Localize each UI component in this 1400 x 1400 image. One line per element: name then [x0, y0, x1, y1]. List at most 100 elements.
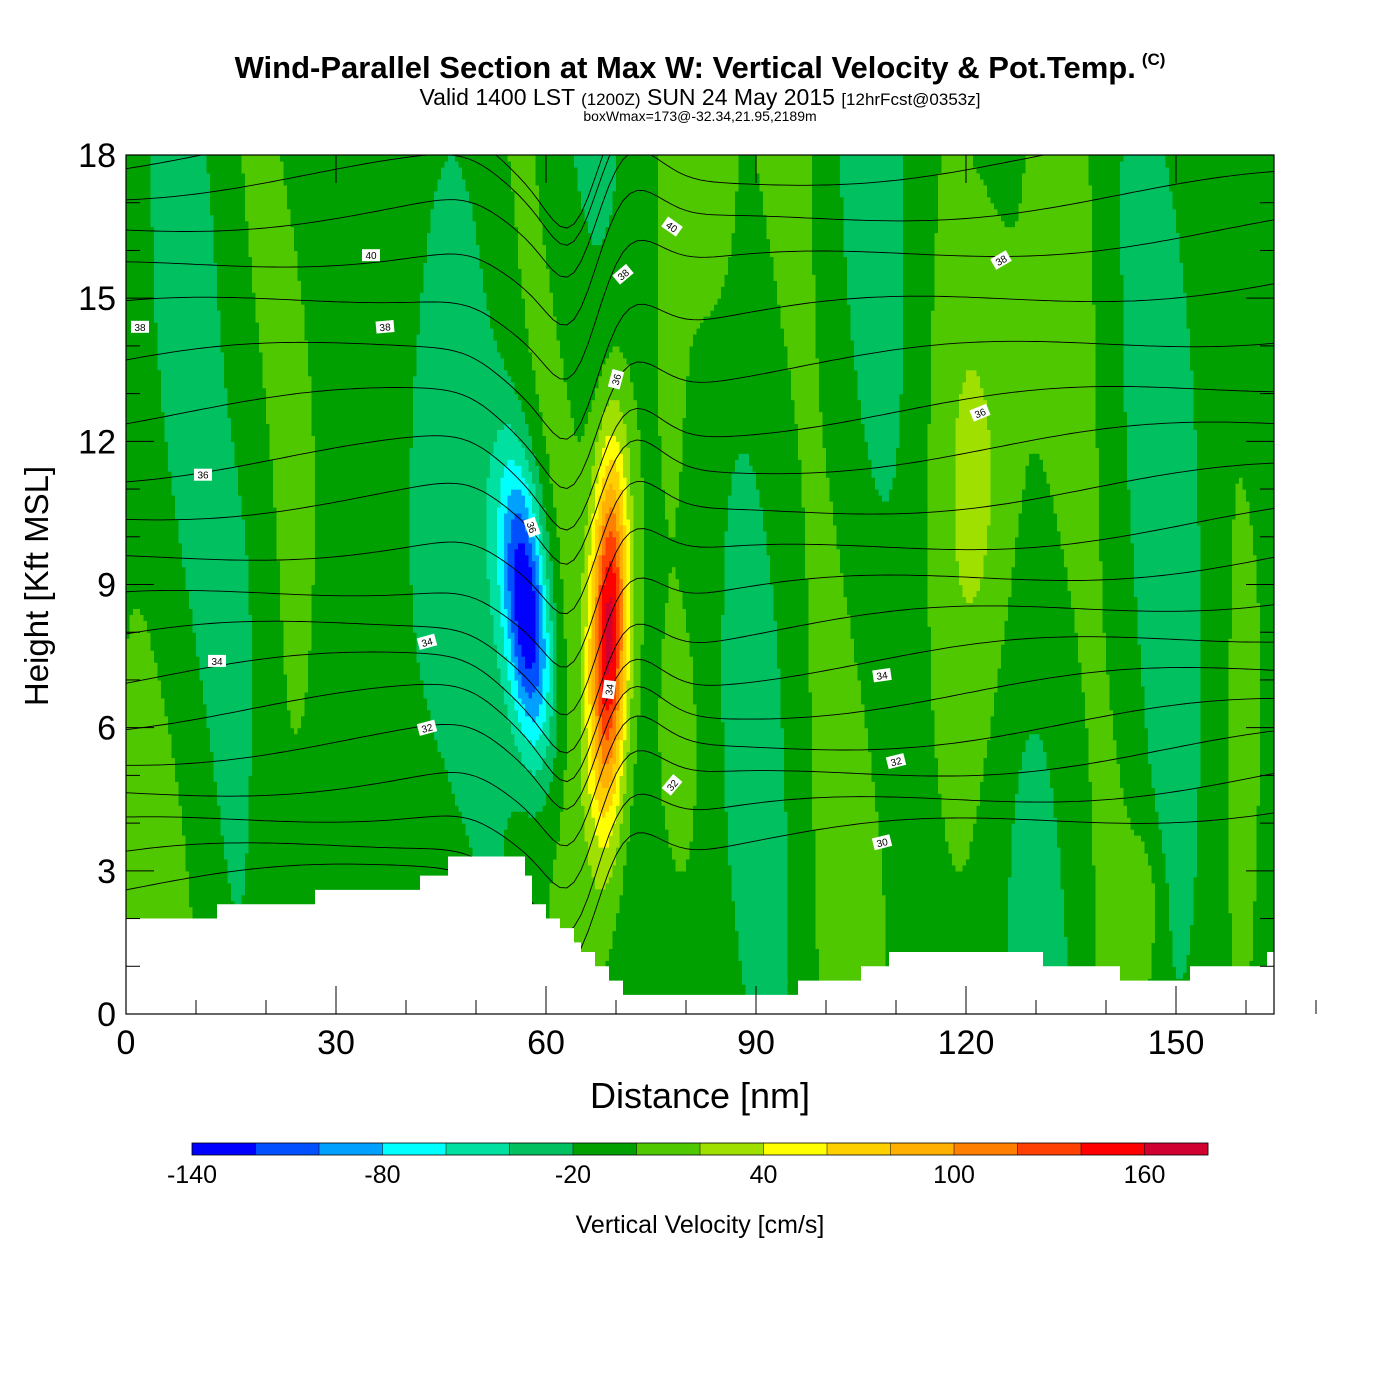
field-cell: [130, 835, 134, 842]
field-cell: [140, 155, 144, 162]
field-cell: [144, 638, 148, 645]
field-cell: [126, 471, 130, 478]
field-cell: [137, 441, 141, 448]
field-cell: [137, 543, 141, 550]
field-cell: [126, 692, 130, 699]
field-cell: [140, 203, 144, 210]
field-cell: [144, 877, 148, 884]
field-cell: [137, 507, 141, 514]
field-cell: [126, 638, 130, 645]
field-cell: [147, 620, 151, 627]
field-cell: [133, 471, 137, 478]
field-cell: [140, 835, 144, 842]
field-cell: [137, 692, 141, 699]
field-cell: [140, 501, 144, 508]
field-cell: [126, 310, 130, 317]
field-cell: [137, 274, 141, 281]
field-cell: [133, 334, 137, 341]
field-cell: [130, 638, 134, 645]
field-cell: [144, 626, 148, 633]
field-cell: [144, 310, 148, 317]
field-cell: [130, 907, 134, 914]
field-cell: [140, 459, 144, 466]
field-cell: [137, 734, 141, 741]
field-cell: [126, 793, 130, 800]
field-cell: [140, 889, 144, 896]
field-cell: [144, 191, 148, 198]
field-cell: [133, 877, 137, 884]
field-cell: [130, 262, 134, 269]
field-cell: [147, 835, 151, 842]
field-cell: [140, 382, 144, 389]
field-cell: [133, 221, 137, 228]
field-cell: [140, 763, 144, 770]
field-cell: [147, 638, 151, 645]
field-cell: [130, 179, 134, 186]
field-cell: [147, 674, 151, 681]
field-cell: [130, 781, 134, 788]
field-cell: [137, 614, 141, 621]
field-cell: [133, 352, 137, 359]
field-cell: [147, 602, 151, 609]
field-cell: [147, 734, 151, 741]
field-cell: [137, 608, 141, 615]
field-cell: [144, 585, 148, 592]
field-cell: [133, 698, 137, 705]
field-cell: [130, 704, 134, 711]
field-cell: [140, 757, 144, 764]
field-cell: [130, 716, 134, 723]
field-cell: [144, 871, 148, 878]
field-cell: [126, 352, 130, 359]
field-cell: [126, 847, 130, 854]
field-cell: [133, 489, 137, 496]
field-cell: [144, 573, 148, 580]
field-cell: [137, 805, 141, 812]
field-cell: [144, 698, 148, 705]
field-cell: [126, 221, 130, 228]
field-cell: [126, 686, 130, 693]
field-cell: [126, 394, 130, 401]
field-cell: [126, 173, 130, 180]
field-cell: [126, 704, 130, 711]
field-cell: [147, 895, 151, 902]
field-cell: [144, 388, 148, 395]
field-cell: [144, 406, 148, 413]
field-cell: [140, 429, 144, 436]
field-cell: [140, 525, 144, 532]
field-cell: [144, 555, 148, 562]
field-cell: [130, 561, 134, 568]
field-cell: [140, 853, 144, 860]
field-cell: [133, 453, 137, 460]
field-cell: [147, 680, 151, 687]
field-cell: [144, 907, 148, 914]
field-cell: [137, 632, 141, 639]
field-cell: [147, 877, 151, 884]
field-cell: [133, 805, 137, 812]
field-cell: [144, 376, 148, 383]
field-cell: [140, 310, 144, 317]
field-cell: [144, 465, 148, 472]
field-cell: [130, 173, 134, 180]
field-cell: [147, 710, 151, 717]
field-cell: [126, 757, 130, 764]
field-cell: [140, 268, 144, 275]
field-cell: [133, 346, 137, 353]
field-cell: [144, 250, 148, 257]
field-cell: [137, 752, 141, 759]
field-cell: [144, 286, 148, 293]
field-cell: [137, 429, 141, 436]
field-cell: [133, 596, 137, 603]
field-cell: [137, 853, 141, 860]
field-cell: [147, 728, 151, 735]
field-cell: [133, 459, 137, 466]
field-cell: [130, 614, 134, 621]
field-cell: [140, 555, 144, 562]
field-cell: [144, 370, 148, 377]
field-cell: [144, 835, 148, 842]
field-cell: [126, 859, 130, 866]
field-cell: [147, 913, 151, 920]
field-cell: [137, 262, 141, 269]
field-cell: [126, 525, 130, 532]
field-cell: [133, 376, 137, 383]
field-cell: [140, 561, 144, 568]
